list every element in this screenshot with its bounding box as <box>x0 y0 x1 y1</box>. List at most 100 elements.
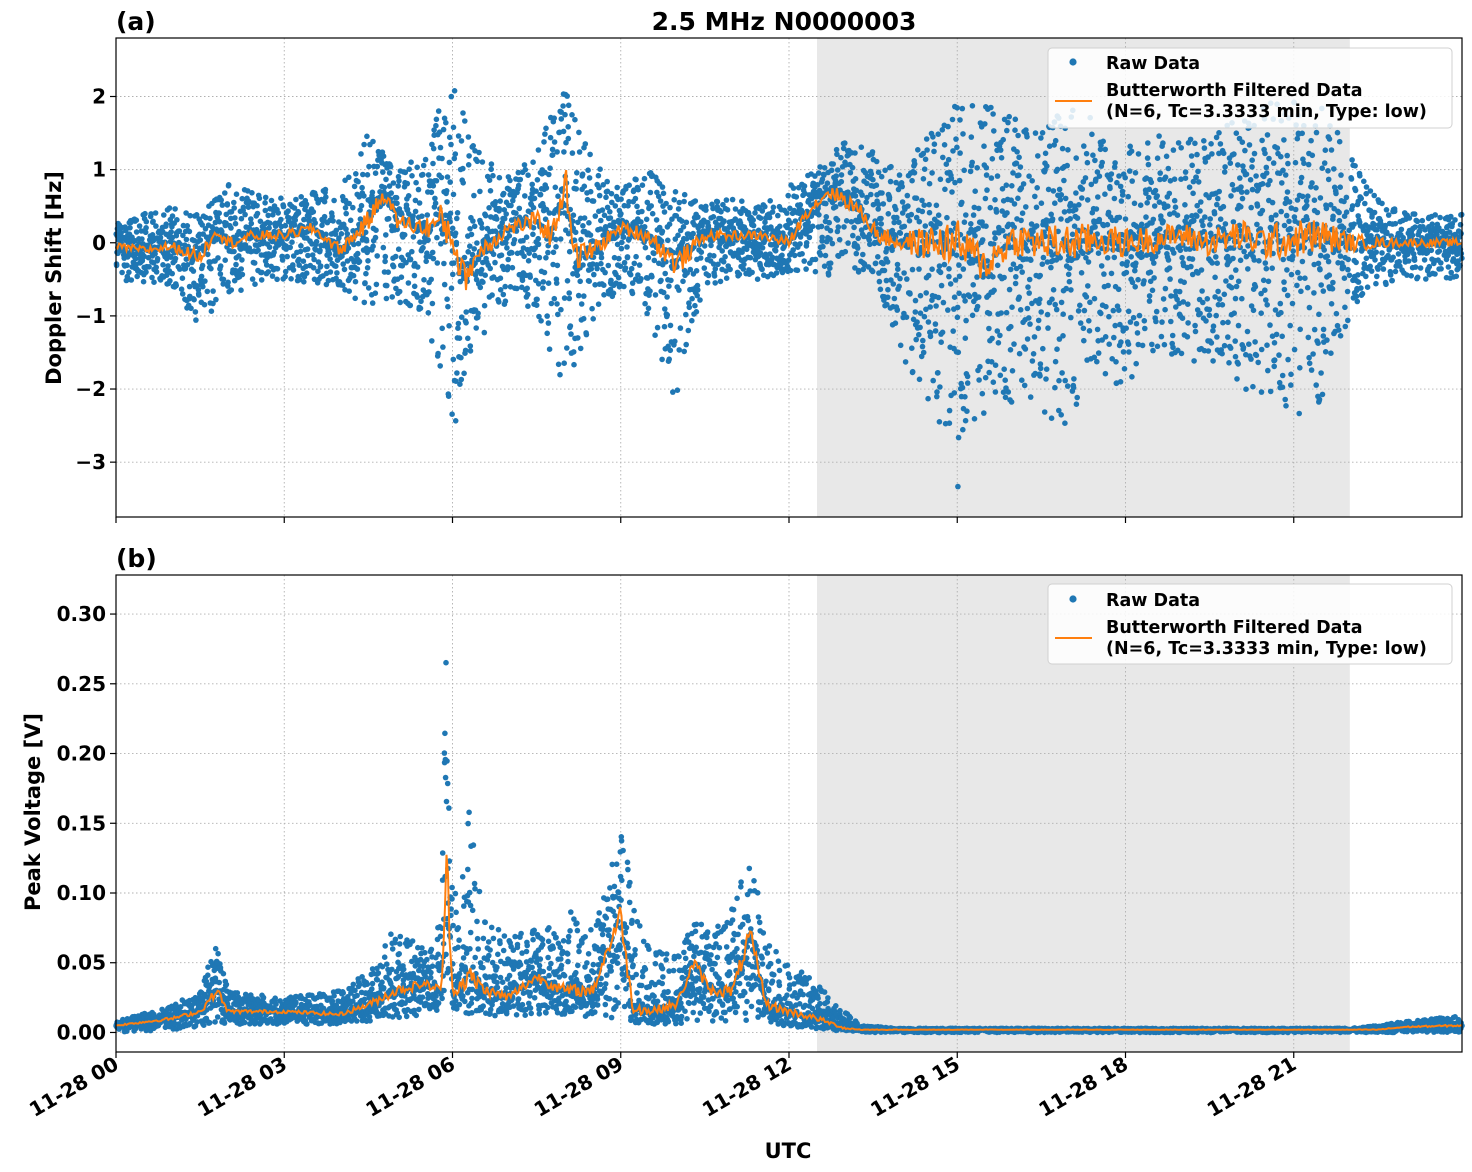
raw-data-point <box>303 270 310 277</box>
raw-data-point <box>329 213 335 220</box>
raw-data-point <box>1267 322 1273 328</box>
raw-data-point <box>441 260 447 267</box>
raw-data-point <box>265 212 272 219</box>
raw-data-point <box>896 283 902 290</box>
raw-data-point <box>430 145 437 152</box>
raw-data-point <box>527 274 533 280</box>
raw-data-point <box>1284 267 1290 273</box>
raw-data-point <box>430 255 437 262</box>
raw-data-point <box>1199 288 1205 294</box>
raw-data-point <box>1026 276 1033 283</box>
raw-data-point <box>414 164 421 171</box>
raw-data-point <box>248 220 255 227</box>
raw-data-point <box>385 215 392 222</box>
raw-data-point <box>358 151 364 157</box>
raw-data-point <box>480 279 486 286</box>
raw-data-point <box>1353 293 1360 300</box>
raw-data-point <box>1059 370 1065 376</box>
raw-data-point <box>428 276 435 283</box>
raw-data-point <box>256 195 263 202</box>
raw-data-point <box>581 215 588 221</box>
raw-data-point <box>1233 267 1239 273</box>
raw-data-point <box>960 426 966 433</box>
raw-data-point <box>708 242 714 249</box>
raw-data-point <box>991 128 997 134</box>
raw-data-point <box>486 177 493 183</box>
raw-data-point <box>578 236 584 243</box>
raw-data-point <box>1222 221 1229 227</box>
raw-data-point <box>1118 198 1125 204</box>
raw-data-point <box>403 202 410 208</box>
raw-data-point <box>333 263 339 270</box>
raw-data-point <box>238 266 244 272</box>
raw-data-point <box>1034 185 1040 191</box>
raw-data-point <box>557 371 563 378</box>
raw-data-point <box>956 290 962 297</box>
raw-data-point <box>757 215 764 221</box>
raw-data-point <box>925 272 932 279</box>
raw-data-point <box>711 253 717 259</box>
raw-data-point <box>1279 372 1286 379</box>
raw-data-point <box>1279 180 1285 186</box>
raw-data-point <box>945 307 951 313</box>
raw-data-point <box>877 286 884 293</box>
raw-data-point <box>1282 396 1288 403</box>
raw-data-point <box>1228 284 1235 291</box>
raw-data-point <box>450 191 457 198</box>
raw-data-point <box>1117 183 1124 190</box>
raw-data-point <box>1316 396 1323 403</box>
raw-data-point <box>263 262 270 268</box>
raw-data-point <box>186 283 193 290</box>
raw-data-point <box>1129 178 1135 184</box>
raw-data-point <box>959 105 966 112</box>
raw-data-point <box>664 312 671 318</box>
raw-data-point <box>259 269 265 276</box>
raw-data-point <box>534 177 541 183</box>
raw-data-point <box>1263 164 1270 171</box>
raw-data-point <box>841 224 847 230</box>
raw-data-point <box>624 254 631 260</box>
raw-data-point <box>476 149 482 156</box>
raw-data-point <box>573 178 579 185</box>
raw-data-point <box>584 196 591 203</box>
raw-data-point <box>374 253 381 259</box>
raw-data-point <box>838 178 845 185</box>
raw-data-point <box>618 245 625 252</box>
raw-data-point <box>815 170 822 176</box>
raw-data-point <box>475 310 481 317</box>
raw-data-point <box>812 268 819 275</box>
raw-data-point <box>1233 283 1240 290</box>
raw-data-point <box>1158 333 1165 340</box>
raw-data-point <box>1035 317 1042 324</box>
raw-data-point <box>1325 258 1332 265</box>
raw-data-point <box>1189 256 1196 262</box>
raw-data-point <box>885 294 891 301</box>
raw-data-point <box>1058 299 1065 306</box>
raw-data-point <box>1190 190 1196 197</box>
raw-data-point <box>827 265 833 272</box>
raw-data-point <box>1018 217 1024 224</box>
raw-data-point <box>1150 347 1156 354</box>
raw-data-point <box>1008 399 1015 405</box>
raw-data-point <box>1345 266 1351 273</box>
raw-data-point <box>1165 257 1172 263</box>
raw-data-point <box>689 295 695 302</box>
raw-data-point <box>1058 216 1064 222</box>
raw-data-point <box>1322 147 1329 153</box>
raw-data-point <box>455 325 461 332</box>
raw-data-point <box>693 268 700 274</box>
raw-data-point <box>619 239 625 246</box>
raw-data-point <box>1146 293 1153 299</box>
raw-data-point <box>749 269 755 276</box>
raw-data-point <box>1012 116 1019 123</box>
raw-data-point <box>530 231 536 238</box>
raw-data-point <box>1178 145 1184 151</box>
raw-data-point <box>119 269 125 276</box>
raw-data-point <box>1098 310 1104 317</box>
raw-data-point <box>140 241 146 247</box>
raw-data-point <box>1174 212 1181 218</box>
raw-data-point <box>430 160 436 167</box>
raw-data-point <box>595 301 602 308</box>
raw-data-point <box>1298 288 1304 295</box>
raw-data-point <box>1037 373 1043 379</box>
